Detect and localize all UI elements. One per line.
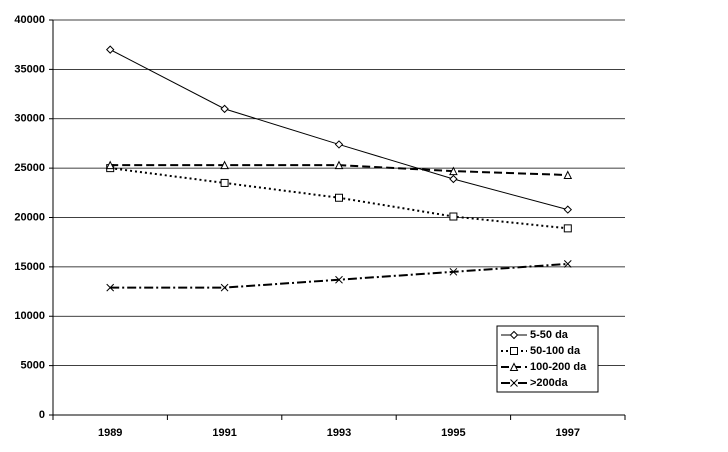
marker xyxy=(510,379,518,387)
marker xyxy=(106,283,115,292)
legend-label: >200da xyxy=(530,377,568,389)
marker xyxy=(220,104,229,114)
marker xyxy=(220,160,229,170)
y-tick-label: 35000 xyxy=(14,63,45,75)
y-tick-label: 40000 xyxy=(14,14,45,26)
marker xyxy=(334,160,344,170)
y-tick-label: 10000 xyxy=(14,310,45,322)
marker xyxy=(563,260,572,268)
marker xyxy=(220,178,229,187)
marker xyxy=(449,174,458,184)
y-tick-label: 15000 xyxy=(14,261,45,273)
marker xyxy=(335,193,343,202)
marker xyxy=(563,224,572,233)
marker xyxy=(509,330,519,340)
series-line xyxy=(109,49,568,211)
legend-label: 100-200 da xyxy=(530,361,587,373)
y-tick-label: 5000 xyxy=(21,360,45,372)
legend-label: 50-100 da xyxy=(530,345,581,357)
marker xyxy=(449,267,458,276)
marker xyxy=(220,283,229,292)
marker xyxy=(105,160,115,170)
series-line xyxy=(110,262,568,289)
y-tick-label: 20000 xyxy=(14,211,45,223)
marker xyxy=(105,45,115,54)
x-tick-label: 1993 xyxy=(327,427,351,439)
marker xyxy=(563,170,573,180)
x-tick-label: 1997 xyxy=(556,427,580,439)
y-tick-label: 0 xyxy=(39,409,45,421)
marker xyxy=(449,166,458,176)
legend-label: 5-50 da xyxy=(530,329,569,341)
marker xyxy=(335,275,343,284)
x-tick-label: 1989 xyxy=(98,427,122,439)
marker xyxy=(563,205,573,214)
marker xyxy=(334,140,344,149)
y-tick-label: 30000 xyxy=(14,113,45,125)
y-tick-label: 25000 xyxy=(14,162,45,174)
x-tick-label: 1995 xyxy=(441,427,465,439)
x-tick-label: 1991 xyxy=(212,427,236,439)
marker xyxy=(449,212,458,221)
marker xyxy=(509,362,519,371)
marker xyxy=(510,347,518,355)
